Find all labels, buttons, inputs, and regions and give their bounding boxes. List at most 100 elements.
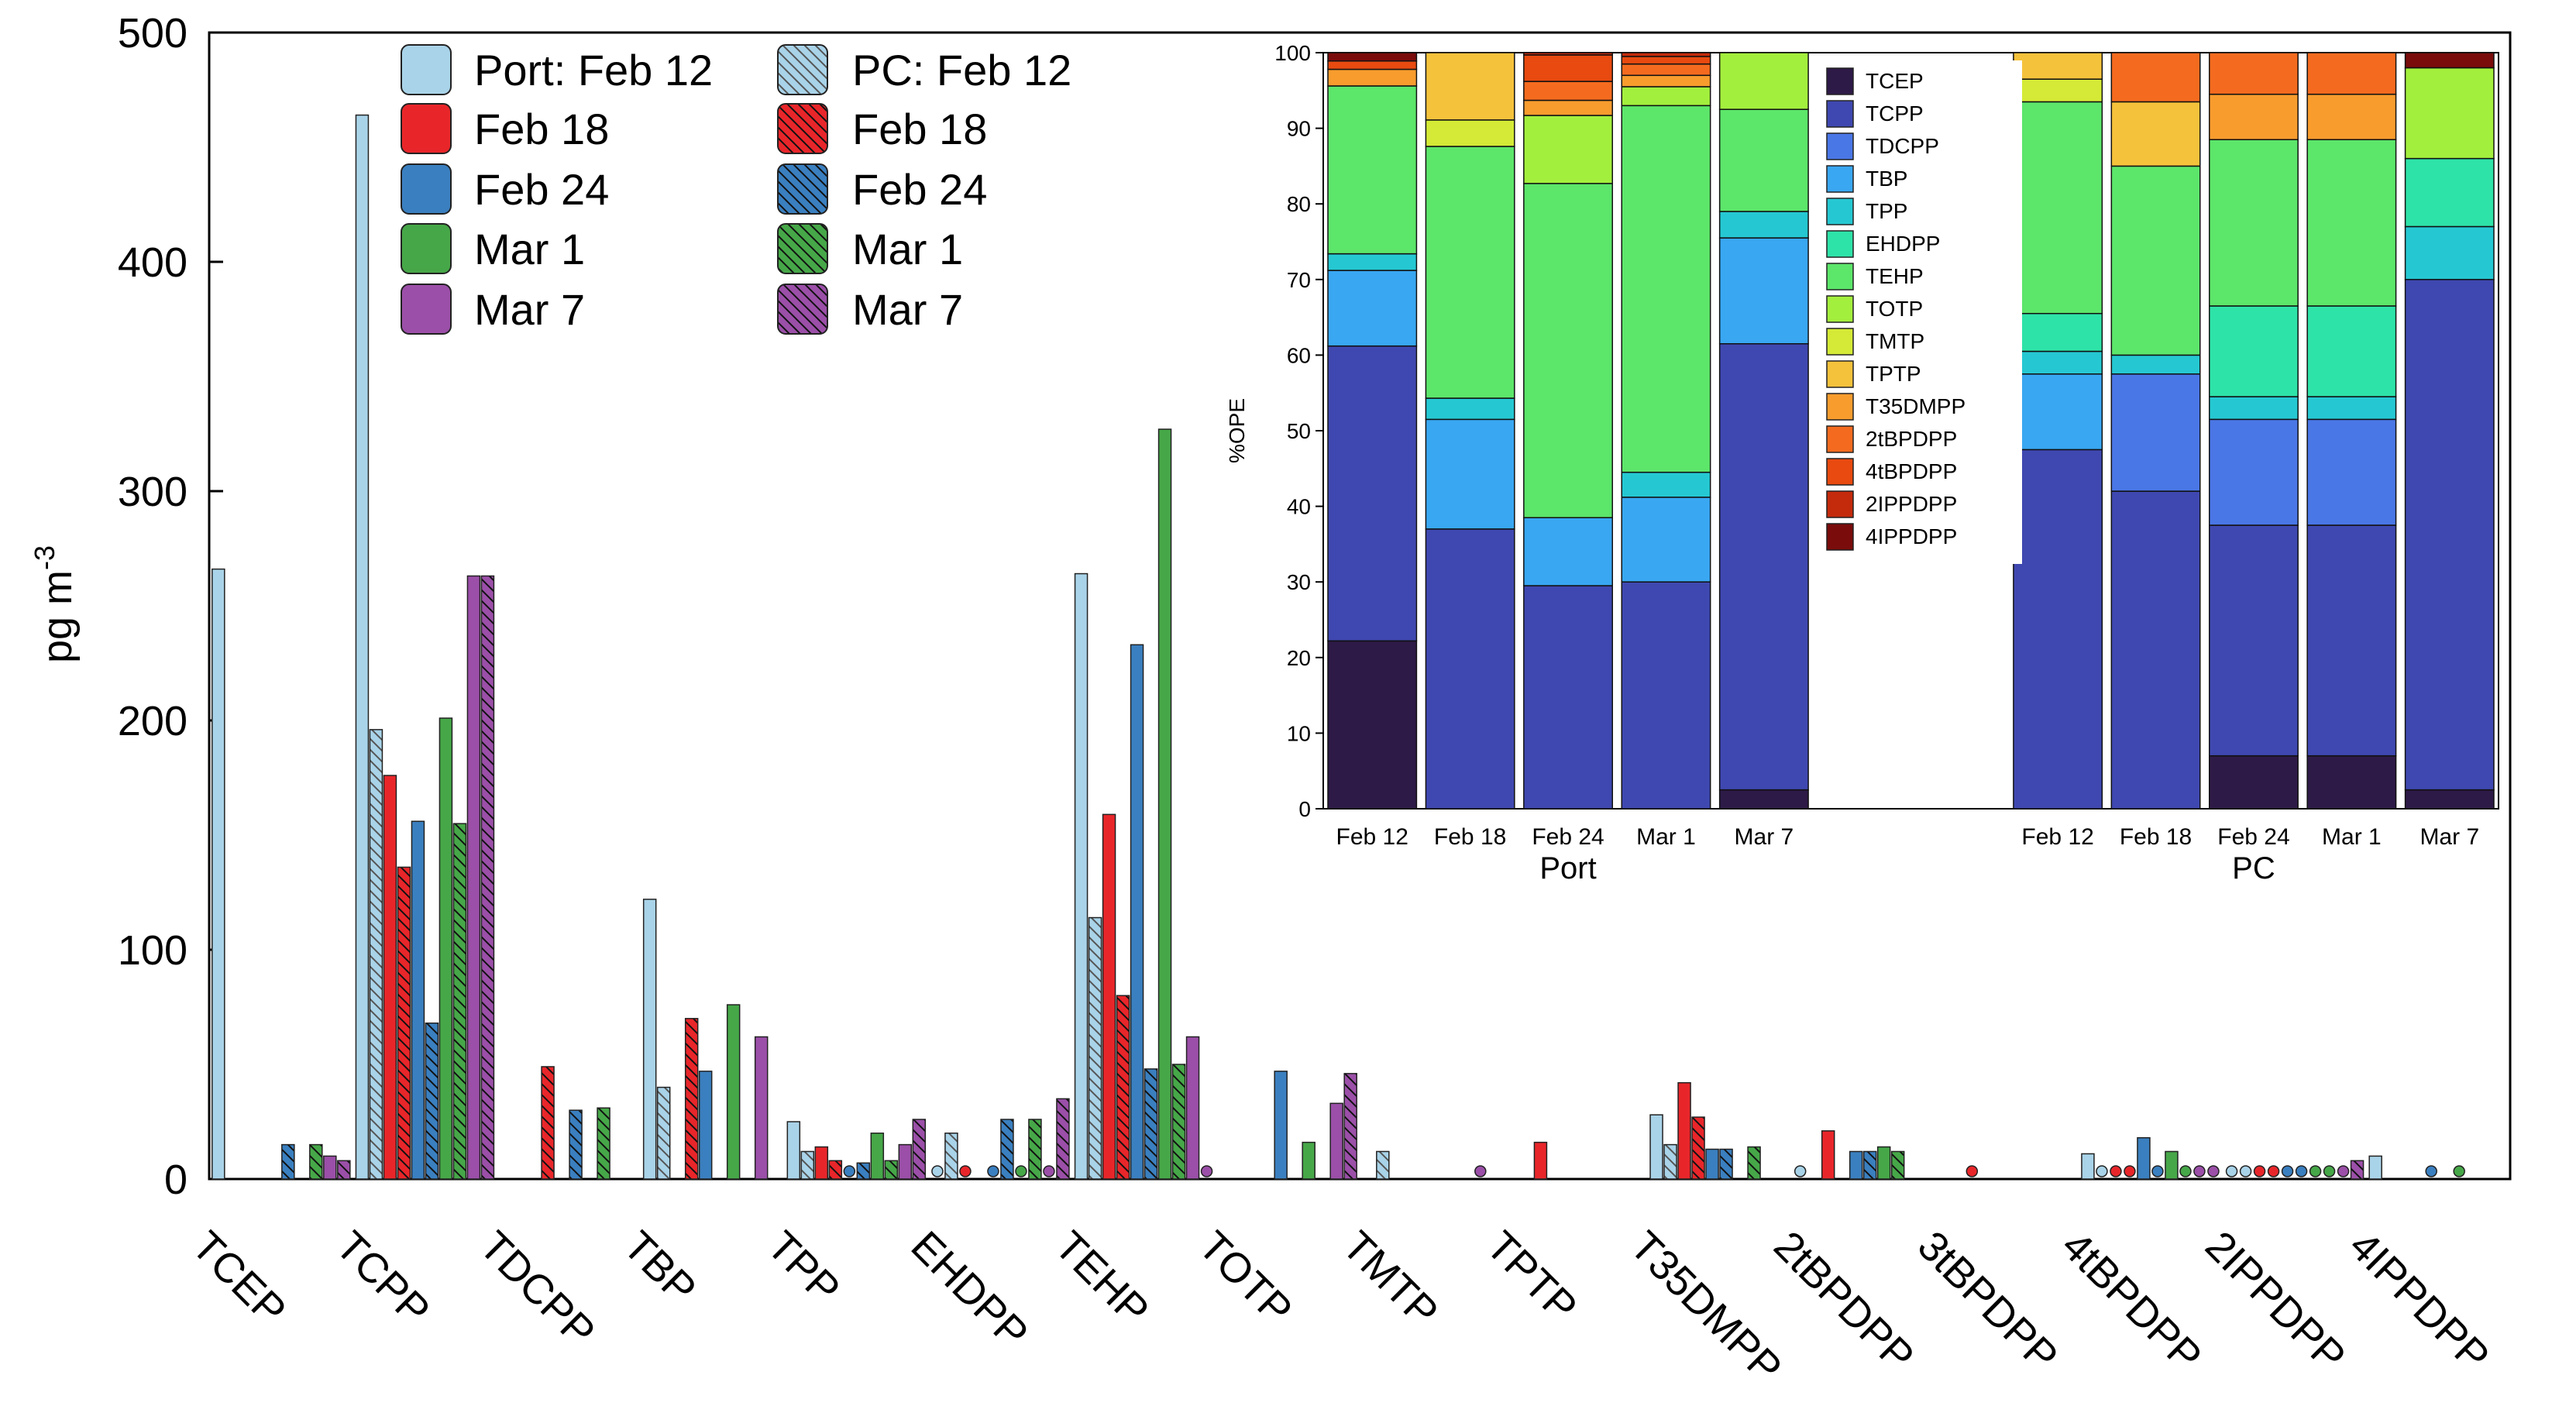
inset-bar-segment xyxy=(1621,471,1711,498)
main-bar xyxy=(369,729,383,1180)
inset-bar-segment xyxy=(1621,497,1711,583)
inset-bar-segment xyxy=(2209,418,2299,526)
inset-bar-segment xyxy=(1327,85,1418,255)
inset-legend-label: TDCPP xyxy=(1866,134,1939,158)
main-bar xyxy=(1056,1098,1070,1180)
legend-label-port: Feb 24 xyxy=(474,165,609,214)
inset-bar-segment xyxy=(1523,54,1614,82)
inset-legend-label: TOTP xyxy=(1866,297,1923,321)
inset-bar-segment xyxy=(1621,56,1711,65)
main-bar xyxy=(1074,572,1089,1180)
inset-bar-segment xyxy=(1523,99,1614,116)
inset-y-tick-label: 100 xyxy=(1274,41,1311,65)
inset-y-tick-label: 40 xyxy=(1287,495,1311,519)
inset-bar-segment xyxy=(2110,52,2201,103)
inset-bar-segment xyxy=(1327,270,1418,347)
main-bar-marker xyxy=(1966,1165,1979,1177)
inset-legend-label: TCEP xyxy=(1866,69,1924,93)
main-bar xyxy=(337,1160,351,1180)
legend-swatch-pc xyxy=(777,103,828,154)
legend-swatch-pc xyxy=(777,44,828,95)
main-bar xyxy=(1028,1119,1042,1180)
inset-legend-swatch xyxy=(1826,230,1854,258)
inset-bar-segment xyxy=(2209,524,2299,757)
inset-bar-segment xyxy=(1523,585,1614,810)
inset-x-tick-label: Mar 7 xyxy=(2420,824,2479,850)
inset-bar-segment xyxy=(1621,86,1711,107)
main-bar xyxy=(383,775,397,1180)
inset-legend-swatch xyxy=(1826,425,1854,453)
inset-y-tick-label: 90 xyxy=(1287,117,1311,141)
inset-legend-swatch xyxy=(1826,132,1854,160)
inset-bar-segment xyxy=(2110,101,2201,167)
main-bar xyxy=(1157,428,1172,1180)
inset-bar-segment xyxy=(1327,52,1418,62)
main-bar xyxy=(480,575,495,1180)
inset-bar-segment xyxy=(1523,115,1614,184)
main-bar xyxy=(1705,1148,1719,1180)
main-bar xyxy=(656,1086,671,1180)
inset-bar-segment xyxy=(1523,517,1614,586)
main-bar xyxy=(786,1121,801,1180)
main-bar-marker xyxy=(2225,1165,2238,1177)
main-bar-marker xyxy=(1794,1165,1807,1177)
inset-bar-segment xyxy=(2209,396,2299,421)
main-bar xyxy=(1719,1148,1733,1180)
inset-x-tick-label: Feb 24 xyxy=(2217,824,2289,850)
inset-bar-segment xyxy=(2306,755,2397,810)
inset-x-tick-label: Feb 18 xyxy=(2120,824,2192,850)
main-bar xyxy=(1185,1036,1200,1180)
inset-bar-segment xyxy=(1327,68,1418,87)
y-axis-label-superscript: -3 xyxy=(29,545,60,570)
main-bar xyxy=(1691,1116,1705,1180)
legend-label-port: Feb 18 xyxy=(474,105,609,153)
inset-bar-segment xyxy=(1425,397,1515,421)
main-bar-marker xyxy=(1043,1165,1055,1177)
y-tick-label: 500 xyxy=(118,10,187,57)
main-bar xyxy=(1890,1150,1905,1180)
y-axis-label: pg m-3 xyxy=(29,545,81,663)
main-bar xyxy=(397,866,411,1180)
main-bar xyxy=(1171,1064,1186,1180)
main-bar-marker xyxy=(2337,1165,2350,1177)
main-bar xyxy=(1821,1130,1835,1180)
legend-label-port: Port: Feb 12 xyxy=(474,46,713,95)
y-tick-label: 400 xyxy=(118,239,187,286)
legend-swatch-pc xyxy=(777,163,828,215)
inset-bar-segment xyxy=(1621,63,1711,77)
main-bar-marker xyxy=(2239,1165,2252,1177)
inset-bar-segment xyxy=(2209,139,2299,307)
inset-legend-label: TPTP xyxy=(1866,362,1921,386)
inset-legend-label: TPP xyxy=(1866,199,1907,223)
inset-bar-segment xyxy=(1425,418,1515,530)
main-bar xyxy=(212,568,225,1180)
inset-bar-segment xyxy=(1718,211,1809,239)
inset-y-tick-label: 50 xyxy=(1287,419,1311,443)
legend-label-pc: Feb 24 xyxy=(852,165,987,214)
legend-label-port: Mar 1 xyxy=(474,225,585,273)
inset-bar-segment xyxy=(1523,52,1614,56)
legend-swatch-port xyxy=(401,223,452,274)
x-category-label: TEHP xyxy=(1046,1222,1157,1334)
main-bar-marker xyxy=(2179,1165,2192,1177)
main-bar-marker xyxy=(2253,1165,2266,1177)
main-bar xyxy=(1000,1119,1014,1180)
inset-bar-segment xyxy=(2013,373,2103,451)
inset-legend-label: TCPP xyxy=(1866,101,1924,125)
inset-bar-segment xyxy=(2013,449,2103,810)
main-bar xyxy=(309,1143,323,1180)
inset-bar-segment xyxy=(2209,305,2299,397)
main-bar xyxy=(1116,995,1130,1180)
main-bar-marker xyxy=(1015,1165,1027,1177)
main-bar xyxy=(856,1162,871,1180)
inset-bar-segment xyxy=(1718,343,1809,791)
main-bar xyxy=(814,1146,829,1180)
inset-legend-swatch xyxy=(1826,165,1854,193)
main-bar xyxy=(912,1119,927,1180)
x-category-label: TCPP xyxy=(327,1222,439,1334)
main-bar xyxy=(597,1107,610,1180)
legend-swatch-port xyxy=(401,44,452,95)
inset-bar-segment xyxy=(2209,755,2299,810)
main-bar xyxy=(2165,1150,2179,1180)
